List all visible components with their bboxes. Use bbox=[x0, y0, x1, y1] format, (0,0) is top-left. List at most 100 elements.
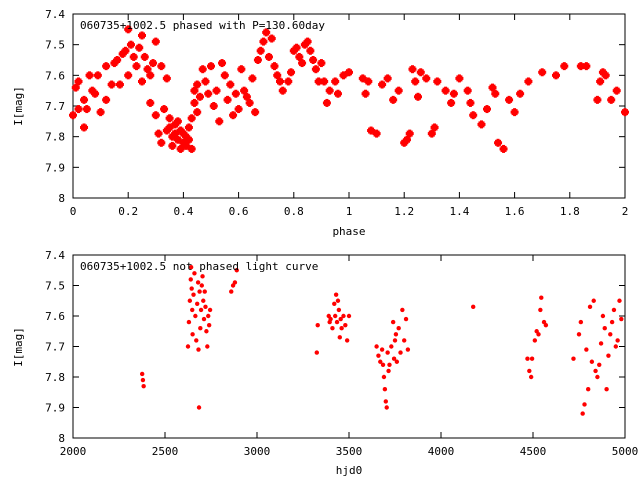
data-point bbox=[207, 307, 213, 313]
x-tick-label: 4000 bbox=[428, 445, 455, 458]
data-point bbox=[173, 117, 182, 126]
data-point bbox=[162, 126, 171, 135]
data-point bbox=[505, 95, 514, 104]
data-point bbox=[332, 301, 337, 306]
data-point bbox=[88, 86, 97, 95]
data-point bbox=[396, 326, 401, 331]
data-point bbox=[138, 31, 146, 40]
data-point bbox=[335, 298, 341, 303]
data-point bbox=[195, 92, 204, 101]
data-point bbox=[328, 316, 333, 322]
data-point bbox=[190, 98, 199, 107]
data-point bbox=[160, 105, 169, 114]
data-point bbox=[607, 95, 616, 104]
data-point bbox=[372, 129, 381, 138]
data-point bbox=[193, 80, 202, 89]
data-point bbox=[206, 313, 211, 319]
data-point bbox=[389, 344, 394, 349]
data-point bbox=[382, 387, 388, 392]
x-tick-label: 2500 bbox=[152, 445, 179, 458]
data-point bbox=[529, 356, 535, 361]
data-point bbox=[140, 52, 149, 61]
data-point bbox=[539, 295, 544, 300]
data-point bbox=[141, 383, 146, 389]
data-point bbox=[96, 108, 105, 117]
data-point bbox=[190, 307, 195, 313]
phased-light-curve-panel: 0 0.2 0.4 0.6 0.8 1 1.2 1.4 1.6 1.8 2 7.4 7.5 7.6 7.7 7… bbox=[12, 8, 629, 238]
data-point bbox=[510, 108, 519, 117]
data-point bbox=[146, 71, 155, 80]
data-point bbox=[383, 74, 392, 83]
data-point bbox=[173, 135, 182, 144]
data-point bbox=[528, 374, 534, 380]
data-point bbox=[74, 105, 83, 114]
data-point bbox=[242, 92, 251, 101]
data-point bbox=[115, 80, 124, 89]
data-point bbox=[256, 46, 265, 55]
data-point bbox=[314, 77, 323, 86]
data-point bbox=[200, 274, 205, 279]
data-point bbox=[248, 74, 257, 83]
data-point bbox=[612, 86, 621, 95]
data-point bbox=[589, 359, 595, 364]
data-point bbox=[358, 74, 367, 83]
data-point bbox=[317, 59, 326, 68]
data-point bbox=[234, 268, 239, 273]
plot-frame bbox=[72, 254, 626, 439]
data-point bbox=[416, 68, 425, 77]
data-point bbox=[403, 316, 409, 322]
data-point bbox=[229, 289, 234, 294]
data-point bbox=[466, 98, 475, 107]
x-tick-label: 2000 bbox=[60, 445, 87, 458]
data-point bbox=[82, 105, 91, 114]
data-point bbox=[405, 129, 414, 138]
data-point bbox=[604, 387, 609, 392]
data-point bbox=[320, 77, 329, 86]
y-tick-label: 8 bbox=[58, 192, 65, 205]
data-point bbox=[339, 326, 344, 331]
data-point bbox=[591, 298, 596, 303]
data-point bbox=[613, 344, 618, 349]
data-point bbox=[264, 52, 273, 61]
data-point bbox=[580, 411, 585, 416]
data-point bbox=[361, 89, 370, 98]
data-point bbox=[267, 34, 276, 43]
data-point bbox=[400, 138, 409, 147]
data-point bbox=[400, 307, 405, 313]
data-point bbox=[207, 62, 215, 71]
data-point bbox=[140, 377, 146, 383]
y-tick-label: 7.5 bbox=[45, 280, 65, 293]
data-point bbox=[259, 37, 268, 46]
data-point bbox=[204, 329, 209, 334]
data-point bbox=[430, 123, 439, 132]
x-tick-label: 1.8 bbox=[560, 205, 580, 218]
data-point bbox=[392, 338, 398, 343]
data-point bbox=[129, 52, 138, 61]
data-point bbox=[220, 71, 229, 80]
data-point bbox=[199, 283, 204, 288]
data-point bbox=[463, 86, 472, 95]
data-point bbox=[154, 129, 163, 138]
y-tick-label: 7.5 bbox=[45, 39, 65, 52]
data-point bbox=[606, 353, 611, 358]
data-point bbox=[74, 77, 83, 86]
data-point bbox=[151, 111, 160, 120]
data-point bbox=[186, 319, 192, 325]
data-point bbox=[126, 40, 135, 49]
data-point bbox=[389, 95, 398, 104]
x-tick-label: 0.6 bbox=[229, 205, 249, 218]
data-point bbox=[325, 86, 334, 95]
data-point bbox=[398, 350, 403, 355]
x-axis-label: phase bbox=[332, 225, 365, 238]
data-point bbox=[411, 77, 420, 86]
data-point bbox=[176, 144, 185, 153]
data-point bbox=[295, 52, 304, 61]
data-point bbox=[469, 111, 478, 120]
data-point bbox=[193, 313, 198, 319]
x-tick-label: 1.4 bbox=[449, 205, 469, 218]
data-point bbox=[253, 56, 262, 64]
data-point bbox=[560, 62, 569, 71]
data-point bbox=[188, 277, 193, 282]
data-point bbox=[597, 362, 602, 367]
